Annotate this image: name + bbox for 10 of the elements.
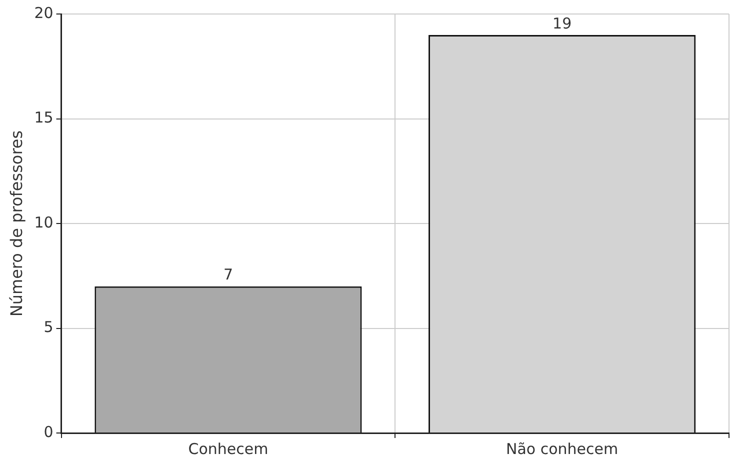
data-label: 19 [552,14,572,32]
data-label: 7 [223,266,233,284]
x-tick-label: Não conhecem [506,440,618,458]
y-tick-label: 20 [34,4,54,22]
y-tick-label: 10 [34,213,54,232]
y-tick-label: 5 [44,318,54,336]
y-axis-title: Número de professores [6,130,26,317]
y-tick-label: 15 [34,108,54,127]
x-tick-label: Conhecem [188,440,268,458]
y-tick-label: 0 [44,422,54,441]
